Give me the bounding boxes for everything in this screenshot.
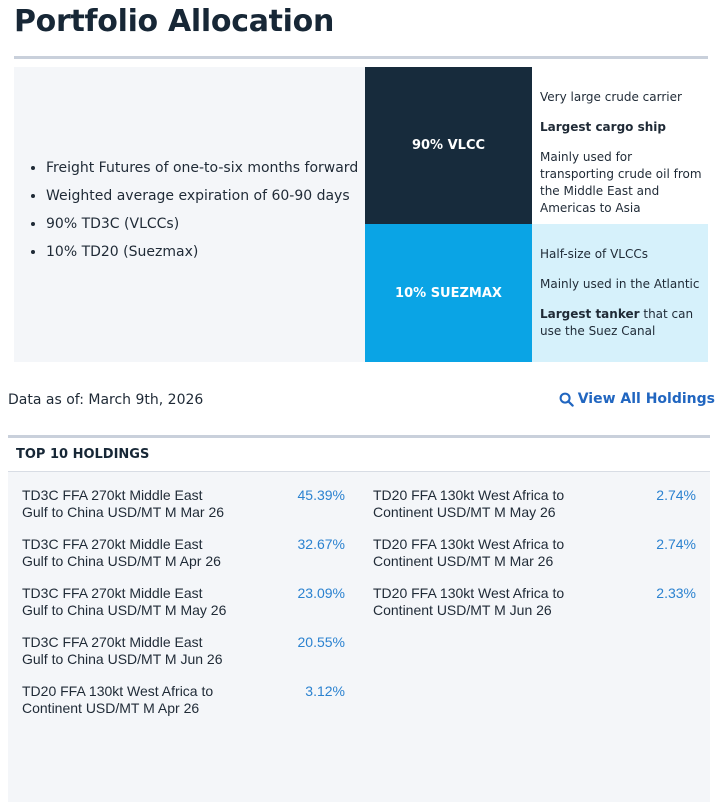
holding-name: TD3C FFA 270kt Middle East Gulf to China… — [22, 634, 223, 667]
holdings-table: TD3C FFA 270kt Middle East Gulf to China… — [8, 472, 710, 802]
holding-row: TD3C FFA 270kt Middle East Gulf to China… — [22, 536, 347, 570]
suezmax-desc-line: Half-size of VLCCs — [540, 247, 648, 261]
suezmax-description: Half-size of VLCCs Mainly used in the At… — [532, 224, 708, 362]
page-title: Portfolio Allocation — [14, 4, 335, 39]
title-divider — [14, 56, 708, 59]
allocation-panel: Freight Futures of one-to-six months for… — [14, 67, 708, 362]
holding-row: TD20 FFA 130kt West Africa to Continent … — [22, 683, 347, 717]
bullet-item: Freight Futures of one-to-six months for… — [46, 159, 358, 178]
allocation-bullets: Freight Futures of one-to-six months for… — [14, 67, 364, 362]
holding-weight: 2.33% — [656, 585, 696, 601]
holding-name: TD20 FFA 130kt West Africa to Continent … — [373, 585, 565, 618]
vlcc-segment: 90% VLCC — [365, 67, 532, 224]
holding-weight: 20.55% — [297, 634, 345, 650]
vlcc-description: Very large crude carrier Largest cargo s… — [532, 67, 708, 224]
holding-name: TD3C FFA 270kt Middle East Gulf to China… — [22, 536, 221, 569]
vlcc-desc-line: Very large crude carrier — [540, 90, 682, 104]
data-as-of: Data as of: March 9th, 2026 — [8, 392, 204, 408]
vlcc-desc-line: Mainly used for transporting crude oil f… — [540, 150, 702, 215]
holding-row: TD20 FFA 130kt West Africa to Continent … — [373, 585, 698, 619]
bullet-item: 10% TD20 (Suezmax) — [46, 243, 358, 262]
holding-row: TD3C FFA 270kt Middle East Gulf to China… — [22, 487, 347, 521]
bullet-item: 90% TD3C (VLCCs) — [46, 215, 358, 234]
bullet-item: Weighted average expiration of 60-90 day… — [46, 187, 358, 206]
holding-weight: 23.09% — [297, 585, 345, 601]
holding-name: TD3C FFA 270kt Middle East Gulf to China… — [22, 487, 225, 520]
suezmax-segment-label: 10% SUEZMAX — [395, 285, 502, 301]
suezmax-segment: 10% SUEZMAX — [365, 224, 532, 362]
holdings-column-left: TD3C FFA 270kt Middle East Gulf to China… — [22, 487, 347, 732]
holding-weight: 45.39% — [297, 487, 345, 503]
search-icon — [559, 392, 574, 407]
holdings-heading: TOP 10 HOLDINGS — [16, 447, 150, 462]
allocation-bullet-list: Freight Futures of one-to-six months for… — [14, 159, 358, 271]
holding-weight: 2.74% — [656, 487, 696, 503]
vlcc-desc-line: Largest cargo ship — [540, 120, 666, 134]
holding-row: TD20 FFA 130kt West Africa to Continent … — [373, 536, 698, 570]
view-all-holdings-link[interactable]: View All Holdings — [559, 391, 715, 407]
holding-name: TD20 FFA 130kt West Africa to Continent … — [373, 487, 565, 520]
holdings-header-divider — [8, 471, 710, 472]
suezmax-desc-line: Mainly used in the Atlantic — [540, 277, 700, 291]
holding-weight: 32.67% — [297, 536, 345, 552]
holding-name: TD20 FFA 130kt West Africa to Continent … — [22, 683, 214, 716]
view-all-holdings-label: View All Holdings — [577, 391, 715, 407]
holdings-divider — [8, 435, 710, 438]
holding-row: TD20 FFA 130kt West Africa to Continent … — [373, 487, 698, 521]
holdings-column-right: TD20 FFA 130kt West Africa to Continent … — [373, 487, 698, 634]
holding-row: TD3C FFA 270kt Middle East Gulf to China… — [22, 585, 347, 619]
holding-name: TD20 FFA 130kt West Africa to Continent … — [373, 536, 565, 569]
vlcc-segment-label: 90% VLCC — [411, 138, 486, 153]
holding-weight: 3.12% — [305, 683, 345, 699]
holding-row: TD3C FFA 270kt Middle East Gulf to China… — [22, 634, 347, 668]
holding-name: TD3C FFA 270kt Middle East Gulf to China… — [22, 585, 227, 618]
holding-weight: 2.74% — [656, 536, 696, 552]
suezmax-desc-line: Largest tanker that can use the Suez Can… — [540, 307, 694, 338]
